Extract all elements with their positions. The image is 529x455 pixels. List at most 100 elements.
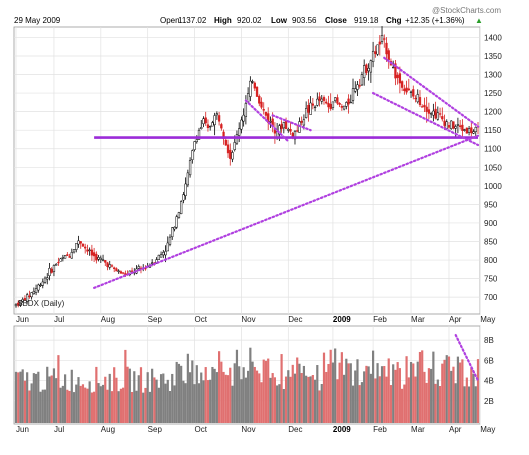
candle-body <box>463 129 466 131</box>
volume-bar <box>385 376 388 423</box>
header-date: 29 May 2009 <box>14 16 61 25</box>
volume-bar <box>113 367 116 423</box>
price-x-tick-label: Jul <box>54 315 64 324</box>
volume-bar <box>244 377 247 423</box>
volume-bar <box>280 354 283 423</box>
volume-bar <box>347 363 350 423</box>
candle-body <box>447 125 451 128</box>
volume-x-tick-label: Sep <box>148 425 163 434</box>
volume-bar <box>188 372 192 423</box>
volume-x-tick-label: Jul <box>54 425 64 434</box>
volume-bar <box>84 387 87 423</box>
volume-bar <box>171 373 174 423</box>
volume-bar <box>235 349 239 423</box>
candle-body <box>421 106 424 108</box>
header-close-value: 919.18 <box>354 16 379 25</box>
volume-bar <box>186 353 189 423</box>
candle-body <box>385 42 388 55</box>
volume-bar <box>311 375 314 423</box>
volume-bar <box>338 362 341 423</box>
price-overlays <box>93 56 480 289</box>
volume-bar <box>271 373 274 423</box>
volume-bar <box>128 368 131 423</box>
candle-body <box>17 302 20 306</box>
volume-bar <box>32 373 35 423</box>
candle-body <box>240 119 243 130</box>
volume-bar <box>115 377 118 423</box>
header-high-value: 920.02 <box>237 16 262 25</box>
candle-body <box>162 251 165 256</box>
volume-trend-line <box>454 333 480 382</box>
volume-bar <box>17 372 20 423</box>
volume-bar <box>153 377 156 423</box>
candle-body <box>287 129 290 131</box>
volume-bar <box>148 391 152 423</box>
candle-body <box>441 116 444 120</box>
volume-bar <box>88 381 91 423</box>
candle-body <box>342 105 346 110</box>
volume-bar <box>396 362 399 423</box>
candle-body <box>95 253 98 261</box>
volume-bar <box>405 356 408 423</box>
candle-body <box>220 124 223 129</box>
candle-body <box>79 241 82 244</box>
candle-body <box>229 149 232 159</box>
volume-bar <box>229 367 232 423</box>
volume-bar <box>55 378 58 423</box>
header-chg-label: Chg <box>386 16 402 25</box>
volume-bar <box>418 351 422 423</box>
price-candles <box>14 26 480 308</box>
volume-bar <box>247 370 250 423</box>
candle-body <box>358 85 361 87</box>
volume-bars <box>14 347 480 423</box>
volume-x-tick-label: Dec <box>288 425 302 434</box>
volume-bar <box>376 363 379 423</box>
candle-body <box>164 251 167 256</box>
candle-body <box>182 194 185 201</box>
candle-body <box>81 243 85 247</box>
candle-body <box>202 118 205 125</box>
volume-bar <box>135 390 138 423</box>
candle-body <box>217 115 221 122</box>
price-x-tick-label: Mar <box>411 315 425 324</box>
volume-bar <box>456 356 460 423</box>
volume-bar <box>425 382 428 423</box>
candle-body <box>119 271 123 274</box>
volume-bar <box>293 373 297 423</box>
volume-bar <box>26 372 29 423</box>
volume-bar <box>50 375 53 423</box>
volume-bar <box>204 367 207 423</box>
volume-bar <box>215 372 218 423</box>
candle-body <box>46 277 49 280</box>
candle-body <box>396 74 399 78</box>
candle-body <box>340 106 344 108</box>
candle-body <box>329 103 332 110</box>
candle-body <box>403 88 406 91</box>
candle-body <box>244 103 248 117</box>
candle-body <box>354 88 357 92</box>
volume-bar <box>434 383 437 423</box>
candle-body <box>304 108 308 118</box>
candle-body <box>213 115 216 125</box>
candle-body <box>171 227 174 238</box>
volume-bar <box>336 379 339 423</box>
volume-bar <box>394 369 397 423</box>
candle-body <box>104 260 107 263</box>
price-y-tick-label: 1300 <box>484 71 502 80</box>
candle-body <box>251 81 254 83</box>
volume-x-tick-label: Jun <box>16 425 29 434</box>
candle-body <box>59 258 62 262</box>
candle-body <box>293 131 297 140</box>
volume-bar <box>41 389 44 423</box>
volume-bar <box>238 366 241 423</box>
candle-body <box>470 127 473 134</box>
volume-bar <box>463 386 466 423</box>
candle-body <box>157 254 160 260</box>
candle-body <box>347 98 350 105</box>
volume-bar <box>412 363 415 423</box>
candle-body <box>115 268 118 272</box>
volume-bar <box>34 373 38 423</box>
price-y-tick-label: 900 <box>484 219 498 228</box>
volume-bar <box>101 384 105 423</box>
volume-bar <box>474 386 477 423</box>
